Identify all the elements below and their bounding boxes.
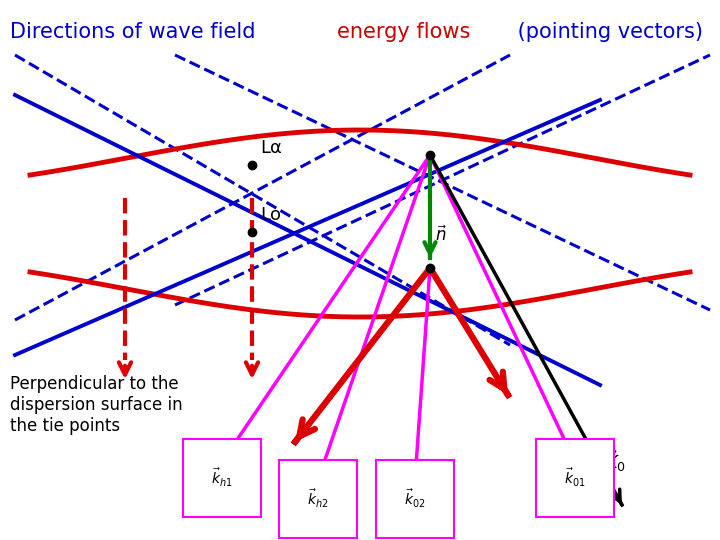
Text: Directions of wave field: Directions of wave field bbox=[10, 22, 262, 42]
Text: $\vec{K}_0$: $\vec{K}_0$ bbox=[605, 448, 626, 474]
Text: Lα: Lα bbox=[260, 139, 282, 157]
Text: $\vec{k}_{h1}$: $\vec{k}_{h1}$ bbox=[211, 467, 233, 489]
Text: $\vec{k}_{02}$: $\vec{k}_{02}$ bbox=[404, 488, 426, 510]
Text: Perpendicular to the
dispersion surface in
the tie points: Perpendicular to the dispersion surface … bbox=[10, 375, 183, 435]
Text: $\vec{n}$: $\vec{n}$ bbox=[435, 226, 447, 246]
Text: Lο: Lο bbox=[260, 206, 281, 224]
Text: (pointing vectors): (pointing vectors) bbox=[510, 22, 703, 42]
Text: energy flows: energy flows bbox=[338, 22, 471, 42]
Text: $\vec{k}_{h2}$: $\vec{k}_{h2}$ bbox=[307, 488, 329, 510]
Text: $\vec{k}_{01}$: $\vec{k}_{01}$ bbox=[564, 467, 586, 489]
